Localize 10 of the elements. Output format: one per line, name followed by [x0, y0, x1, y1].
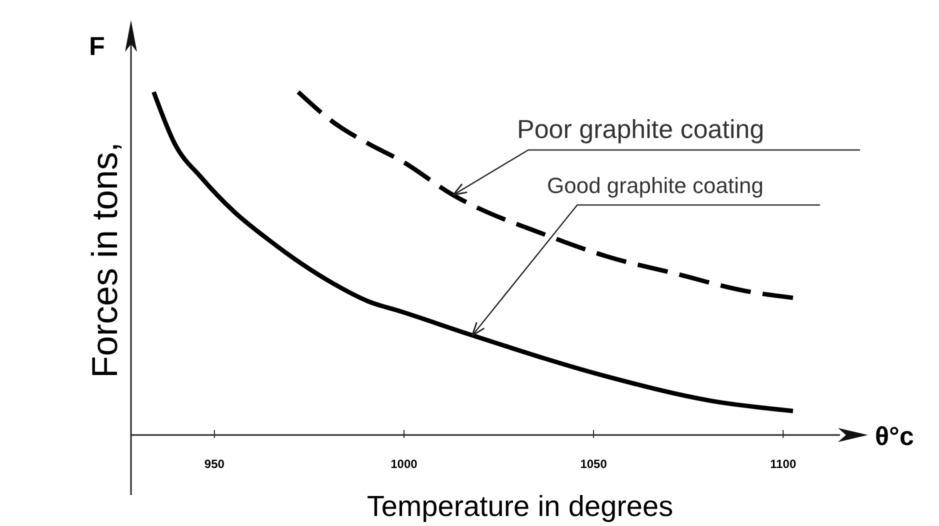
x-tick-label: 1050 [580, 457, 608, 471]
x-tick-label: 950 [204, 457, 225, 471]
annotation: Poor graphite coating [517, 114, 764, 144]
x-tick-label: 1100 [770, 457, 796, 471]
text: θ°c [875, 421, 914, 451]
x-axis-title: Temperature in degrees [366, 491, 674, 523]
x-tick-label: 1000 [390, 457, 418, 471]
y-axis-title: Forces in tons, [84, 142, 125, 378]
annotation: Good graphite coating [547, 173, 764, 198]
text: F [89, 31, 105, 61]
